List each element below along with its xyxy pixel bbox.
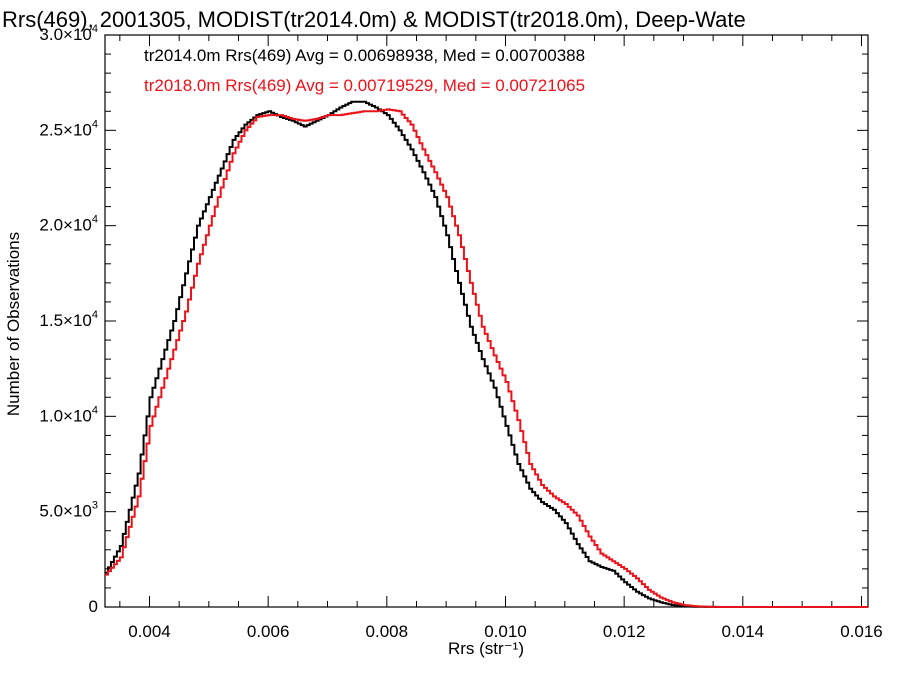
y-tick-label: 0 [89, 597, 98, 616]
y-tick-label: 3.0×104 [39, 23, 98, 44]
x-tick-label: 0.012 [603, 622, 646, 641]
legend-entry-tr2018: tr2018.0m Rrs(469) Avg = 0.00719529, Med… [144, 76, 585, 95]
x-tick-label: 0.010 [484, 622, 527, 641]
series-lines [105, 100, 868, 608]
y-tick-label: 2.0×104 [39, 214, 98, 235]
axes: 0.004 0.006 0.008 0.010 0.012 0.014 0.016 0 5.0×… [39, 23, 882, 641]
plot-frame [104, 34, 869, 608]
chart-title: Rrs(469), 2001305, MODIST(tr2014.0m) & M… [2, 7, 746, 32]
series-line-0 [105, 100, 868, 608]
x-tick-label: 0.006 [247, 622, 290, 641]
x-tick-label: 0.016 [840, 622, 883, 641]
legend-entry-tr2014: tr2014.0m Rrs(469) Avg = 0.00698938, Med… [144, 46, 585, 65]
x-tick-label: 0.014 [722, 622, 765, 641]
y-tick-label: 1.0×104 [39, 404, 98, 425]
x-tick-label: 0.004 [128, 622, 171, 641]
x-axis-label: Rrs (str⁻¹) [448, 639, 524, 658]
y-tick-label: 1.5×104 [39, 309, 98, 330]
series-line-1 [105, 108, 868, 608]
y-tick-label: 5.0×103 [39, 500, 98, 521]
y-axis-label: Number of Observations [4, 232, 23, 416]
y-tick-label: 2.5×104 [39, 118, 98, 139]
x-tick-label: 0.008 [366, 622, 409, 641]
